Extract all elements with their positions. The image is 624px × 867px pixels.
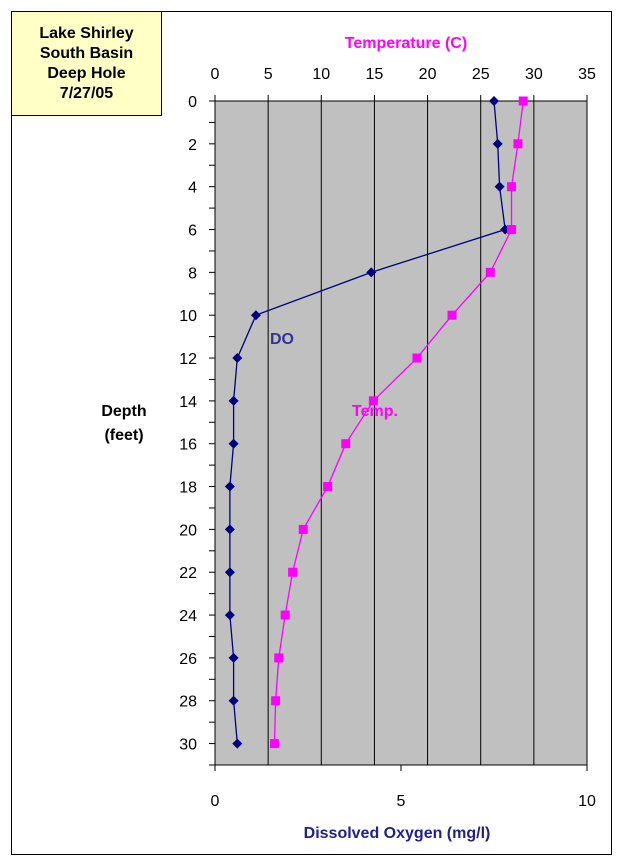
- bottom-tick-label: 10: [578, 793, 596, 810]
- do-point: [228, 695, 239, 706]
- y-tick-label: 28: [179, 694, 197, 711]
- y-tick-label: 22: [179, 565, 197, 582]
- temp-point: [298, 524, 308, 534]
- temp-point: [271, 696, 281, 706]
- y-axis-title-line-2: (feet): [104, 427, 143, 444]
- y-tick-label: 18: [179, 480, 197, 497]
- y-axis-title-line-1: Depth: [101, 403, 146, 420]
- temp-point: [447, 310, 457, 320]
- temp-point: [280, 610, 290, 620]
- top-tick-label: 30: [525, 66, 543, 83]
- do-point: [224, 481, 235, 492]
- temp-series-annotation: Temp.: [352, 403, 398, 420]
- top-tick-label: 0: [211, 66, 220, 83]
- y-tick-label: 20: [179, 522, 197, 539]
- y-tick-label: 16: [179, 437, 197, 454]
- temp-point: [507, 182, 517, 192]
- temp-point: [270, 739, 280, 749]
- y-tick-label: 26: [179, 651, 197, 668]
- y-tick-label: 30: [179, 737, 197, 754]
- top-tick-label: 20: [419, 66, 437, 83]
- temp-point: [507, 225, 517, 235]
- do-point: [232, 738, 243, 749]
- bottom-tick-label: 5: [397, 793, 406, 810]
- do-point: [228, 395, 239, 406]
- do-point: [228, 652, 239, 663]
- title-line-2: South Basin: [39, 44, 134, 62]
- temp-point: [513, 139, 523, 149]
- do-point: [366, 267, 377, 278]
- top-tick-label: 5: [264, 66, 273, 83]
- plot-area: [214, 100, 588, 766]
- title-box: Lake Shirley South Basin Deep Hole 7/27/…: [11, 11, 162, 116]
- temp-point: [485, 267, 495, 277]
- title-line-3: Deep Hole: [47, 64, 126, 82]
- do-point: [232, 353, 243, 364]
- bottom-tick-label: 0: [211, 793, 220, 810]
- top-tick-label: 15: [366, 66, 384, 83]
- do-point: [489, 96, 499, 106]
- top-axis-title: Temperature (C): [345, 35, 467, 52]
- temp-point: [368, 396, 378, 406]
- title-line-1: Lake Shirley: [39, 24, 134, 42]
- y-tick-label: 8: [188, 265, 197, 282]
- y-tick-label: 4: [188, 180, 197, 197]
- temp-point: [341, 439, 351, 449]
- y-tick-label: 12: [179, 351, 197, 368]
- top-tick-label: 25: [472, 66, 490, 83]
- top-tick-label: 35: [578, 66, 596, 83]
- do-point: [250, 310, 261, 321]
- do-series-annotation: DO: [270, 331, 294, 348]
- do-point: [224, 567, 235, 578]
- y-tick-label: 24: [179, 608, 197, 625]
- temp-point: [288, 567, 298, 577]
- y-tick-label: 14: [179, 394, 197, 411]
- series-line-do: [229, 100, 506, 744]
- y-tick-label: 6: [188, 223, 197, 240]
- temp-point: [518, 96, 528, 106]
- top-tick-label: 10: [312, 66, 330, 83]
- temp-point: [274, 653, 284, 663]
- do-point: [224, 524, 235, 535]
- y-tick-label: 2: [188, 137, 197, 154]
- temp-point: [412, 353, 422, 363]
- do-point: [224, 610, 235, 621]
- series-line-temp: [273, 100, 524, 744]
- y-tick-label: 10: [179, 308, 197, 325]
- do-point: [492, 138, 503, 149]
- y-tick-label: 0: [188, 94, 197, 111]
- do-point: [228, 438, 239, 449]
- do-point: [494, 181, 505, 192]
- temp-point: [323, 482, 333, 492]
- title-line-4: 7/27/05: [59, 84, 114, 102]
- bottom-axis-title: Dissolved Oxygen (mg/l): [304, 825, 491, 842]
